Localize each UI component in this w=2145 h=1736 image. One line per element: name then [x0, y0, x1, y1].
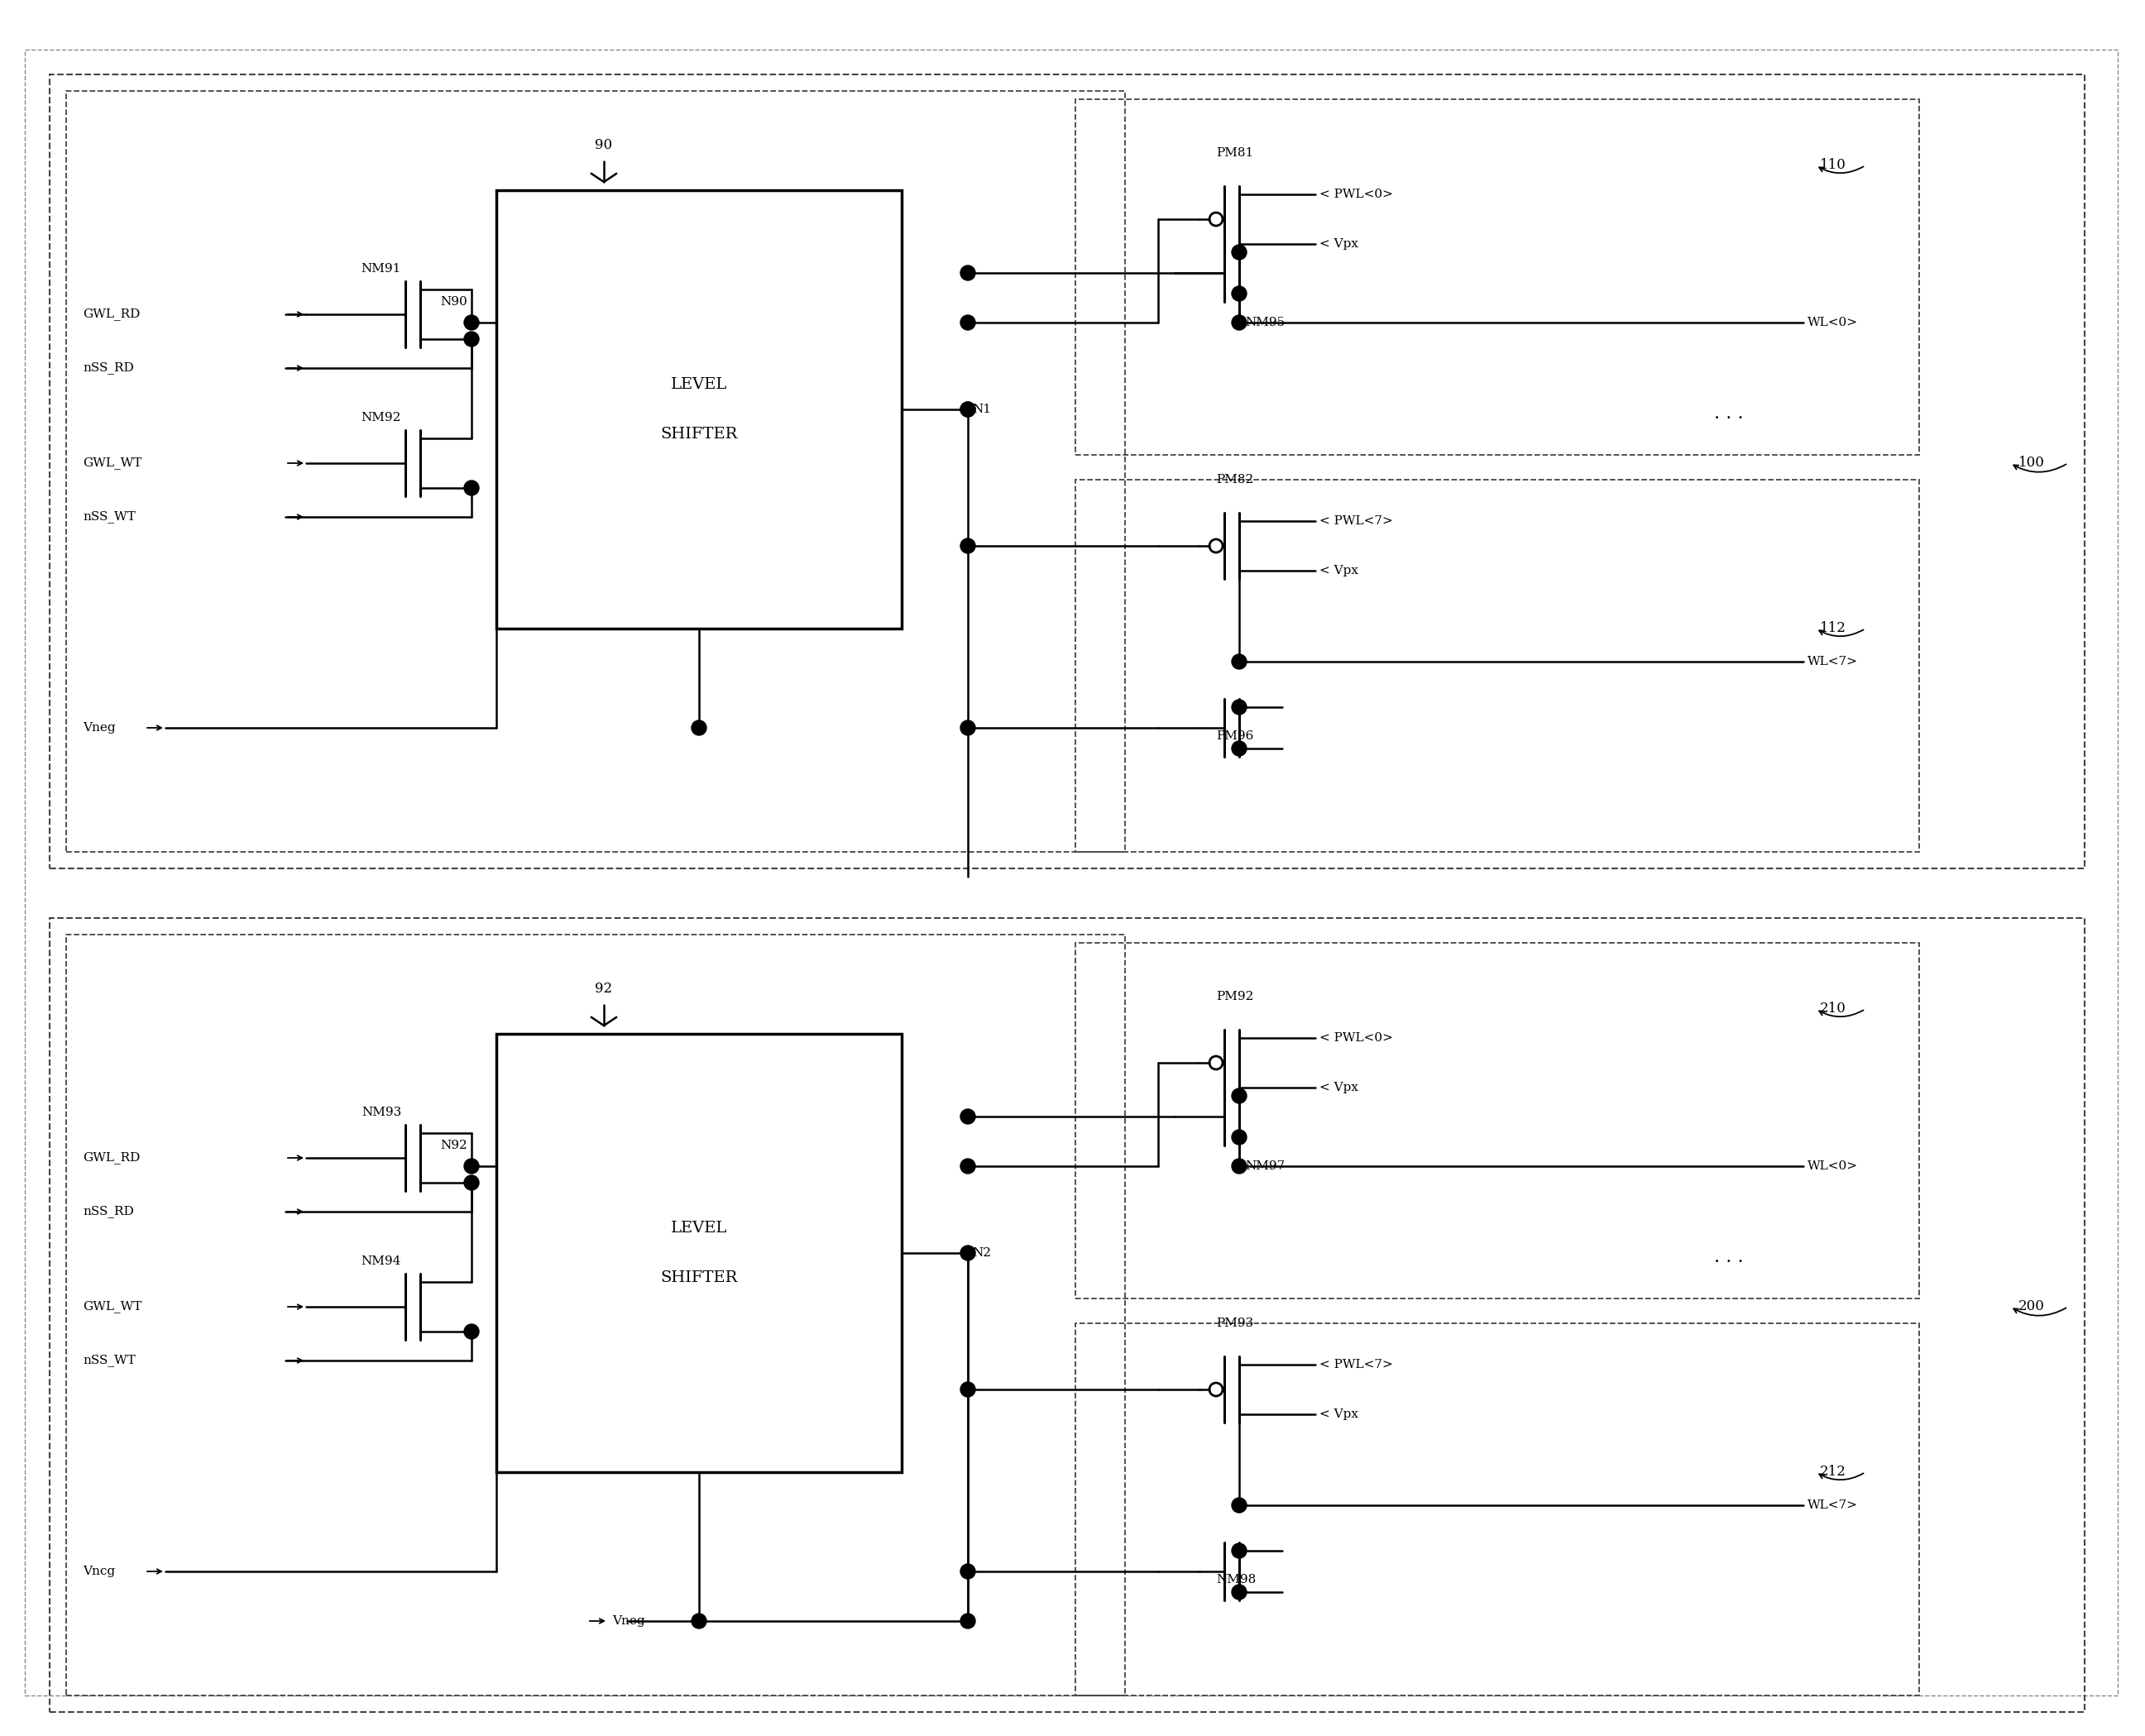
Circle shape: [1231, 741, 1246, 755]
Text: GWL_WT: GWL_WT: [84, 457, 142, 469]
Circle shape: [1231, 245, 1246, 260]
Circle shape: [1231, 1130, 1246, 1144]
Circle shape: [691, 1613, 706, 1628]
Text: Vneg: Vneg: [84, 722, 116, 734]
Circle shape: [961, 266, 976, 281]
Circle shape: [961, 1245, 976, 1260]
Text: < Vpx: < Vpx: [1319, 1082, 1358, 1094]
Text: PM93: PM93: [1216, 1318, 1253, 1330]
Text: 92: 92: [594, 981, 613, 995]
Text: nSS_WT: nSS_WT: [84, 1354, 135, 1366]
Circle shape: [961, 1158, 976, 1174]
Text: Vneg: Vneg: [611, 1614, 646, 1627]
Text: 100: 100: [2018, 457, 2044, 470]
Text: WL<7>: WL<7>: [1808, 1500, 1858, 1510]
Text: GWL_RD: GWL_RD: [84, 1151, 139, 1165]
Text: NM94: NM94: [360, 1255, 401, 1267]
Circle shape: [1231, 1088, 1246, 1104]
Circle shape: [691, 720, 706, 736]
Text: PM82: PM82: [1216, 474, 1253, 486]
Text: N92: N92: [440, 1141, 468, 1151]
Text: N2: N2: [972, 1246, 991, 1259]
Bar: [49, 918, 2085, 1712]
Text: NM97: NM97: [1244, 1160, 1285, 1172]
Bar: [495, 1035, 901, 1472]
Text: 212: 212: [1819, 1465, 1847, 1479]
Bar: [49, 75, 2085, 868]
Bar: [66, 90, 1124, 852]
Text: NM91: NM91: [360, 264, 401, 274]
Text: WL<0>: WL<0>: [1808, 316, 1858, 328]
Circle shape: [1231, 1585, 1246, 1599]
Circle shape: [463, 1158, 478, 1174]
Bar: [495, 191, 901, 628]
Bar: [66, 934, 1124, 1696]
Circle shape: [1231, 654, 1246, 668]
Text: < PWL<0>: < PWL<0>: [1319, 1033, 1392, 1043]
Text: nSS_RD: nSS_RD: [84, 1205, 133, 1217]
Text: WL<7>: WL<7>: [1808, 656, 1858, 667]
Bar: [1075, 99, 1920, 455]
Text: 110: 110: [1819, 158, 1847, 172]
Text: SHIFTER: SHIFTER: [661, 1271, 738, 1285]
Circle shape: [1231, 1543, 1246, 1559]
Circle shape: [463, 1175, 478, 1191]
Text: < Vpx: < Vpx: [1319, 564, 1358, 576]
Text: < PWL<7>: < PWL<7>: [1319, 1359, 1392, 1370]
Circle shape: [463, 316, 478, 330]
Text: NM95: NM95: [1244, 316, 1285, 328]
Text: NM93: NM93: [360, 1106, 401, 1118]
Bar: [1075, 943, 1920, 1299]
Text: PM96: PM96: [1216, 731, 1253, 741]
Circle shape: [961, 1613, 976, 1628]
Text: Vncg: Vncg: [84, 1566, 116, 1578]
Text: LEVEL: LEVEL: [671, 1220, 727, 1236]
Circle shape: [1231, 286, 1246, 300]
Text: < Vpx: < Vpx: [1319, 238, 1358, 250]
Text: LEVEL: LEVEL: [671, 377, 727, 392]
Text: nSS_RD: nSS_RD: [84, 361, 133, 375]
Circle shape: [961, 720, 976, 736]
Text: GWL_WT: GWL_WT: [84, 1300, 142, 1312]
Circle shape: [961, 403, 976, 417]
Circle shape: [1231, 700, 1246, 715]
Circle shape: [961, 538, 976, 554]
Text: NM98: NM98: [1216, 1575, 1257, 1585]
Text: 112: 112: [1819, 621, 1847, 635]
Text: N1: N1: [972, 403, 991, 415]
Text: SHIFTER: SHIFTER: [661, 427, 738, 441]
Bar: [1075, 1323, 1920, 1696]
Text: . . .: . . .: [1714, 404, 1744, 422]
Text: < Vpx: < Vpx: [1319, 1408, 1358, 1420]
Circle shape: [961, 1564, 976, 1578]
Circle shape: [463, 481, 478, 495]
Text: 200: 200: [2018, 1300, 2044, 1314]
Circle shape: [961, 1109, 976, 1123]
Circle shape: [961, 403, 976, 417]
Text: 210: 210: [1819, 1002, 1847, 1016]
Circle shape: [961, 1382, 976, 1397]
Circle shape: [1231, 1158, 1246, 1174]
Text: GWL_RD: GWL_RD: [84, 307, 139, 321]
Circle shape: [1231, 316, 1246, 330]
Text: PM92: PM92: [1216, 991, 1253, 1002]
Circle shape: [1231, 1498, 1246, 1512]
Text: PM81: PM81: [1216, 148, 1253, 158]
Text: NM92: NM92: [360, 411, 401, 424]
Circle shape: [463, 332, 478, 347]
Circle shape: [463, 1325, 478, 1338]
Text: nSS_WT: nSS_WT: [84, 510, 135, 523]
Text: WL<0>: WL<0>: [1808, 1160, 1858, 1172]
Text: . . .: . . .: [1714, 1248, 1744, 1266]
Text: < PWL<7>: < PWL<7>: [1319, 516, 1392, 526]
Text: < PWL<0>: < PWL<0>: [1319, 189, 1392, 200]
Bar: [1075, 479, 1920, 852]
Circle shape: [961, 316, 976, 330]
Text: 90: 90: [594, 137, 613, 151]
Text: N90: N90: [440, 297, 468, 307]
